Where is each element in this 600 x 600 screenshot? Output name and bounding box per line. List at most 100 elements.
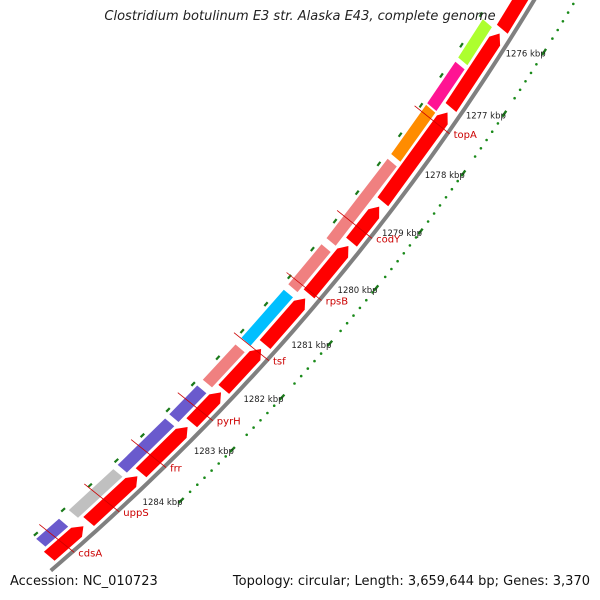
- minor-dot: [496, 122, 500, 125]
- inner-tick: [139, 432, 145, 438]
- inner-tick: [60, 507, 66, 513]
- leader-line: [336, 210, 373, 239]
- inner-tick: [215, 355, 221, 361]
- minor-dot: [426, 220, 430, 223]
- tick-label: 1279 kbp: [382, 229, 422, 239]
- inner-tick: [459, 42, 464, 48]
- reverse-gene-segment: [241, 289, 293, 346]
- minor-dot: [450, 187, 454, 191]
- genome-backbone: [49, 0, 537, 573]
- tick-label: 1283 kbp: [194, 447, 234, 457]
- minor-dot: [188, 490, 192, 494]
- reverse-strand-track: [36, 19, 492, 547]
- gene-label-cdsA: cdsA: [78, 548, 102, 559]
- major-tick: [417, 227, 424, 235]
- gene-label-frr: frr: [170, 464, 182, 475]
- reverse-gene-segment: [458, 19, 492, 66]
- minor-dot: [217, 462, 220, 465]
- forward-gene-arrow: [445, 33, 501, 112]
- minor-dot: [513, 96, 516, 100]
- minor-dot: [396, 259, 399, 263]
- inner-tick-marks: [33, 11, 484, 537]
- tick-label: 1276 kbp: [506, 50, 546, 60]
- major-tick: [229, 446, 236, 453]
- minor-dot: [572, 2, 575, 6]
- minor-dot: [551, 37, 554, 40]
- inner-tick: [397, 132, 403, 138]
- minor-dot: [196, 483, 199, 487]
- reverse-gene-segment: [36, 518, 69, 547]
- reverse-gene-segment: [391, 104, 436, 162]
- minor-dot: [245, 433, 248, 437]
- minor-dot: [345, 321, 349, 325]
- inner-tick: [439, 72, 444, 79]
- minor-dot: [444, 196, 448, 199]
- tick-label: 1278 kbp: [425, 171, 465, 181]
- leader-line: [233, 332, 270, 362]
- forward-gene-arrow: [135, 427, 188, 478]
- major-tick: [541, 48, 548, 56]
- minor-dot: [210, 469, 213, 472]
- minor-dot: [365, 298, 368, 302]
- forward-gene-arrow: [303, 246, 349, 299]
- major-tick: [278, 393, 286, 401]
- minor-dot: [319, 352, 323, 355]
- inner-tick: [190, 381, 196, 387]
- minor-dot: [203, 476, 206, 480]
- minor-dot: [432, 212, 436, 215]
- minor-dot: [490, 130, 494, 133]
- minor-dot: [408, 244, 412, 247]
- inner-tick: [239, 328, 245, 334]
- minor-dot: [383, 275, 387, 279]
- inner-tick: [310, 246, 315, 252]
- minor-dot: [456, 179, 460, 183]
- backbone-line: [49, 0, 537, 573]
- tick-label: 1280 kbp: [338, 286, 378, 296]
- tick-label: 1281 kbp: [291, 341, 331, 351]
- reverse-gene-segment: [117, 418, 175, 473]
- forward-gene-arrow: [218, 349, 262, 394]
- gene-label-pyrH: pyrH: [217, 417, 241, 428]
- inner-tick: [354, 190, 360, 196]
- minor-dot: [485, 138, 488, 142]
- major-tick: [460, 169, 467, 177]
- minor-dot: [293, 382, 296, 385]
- forward-gene-arrow: [346, 206, 380, 247]
- minor-dot: [524, 80, 527, 83]
- inner-tick: [87, 482, 93, 488]
- minor-dot: [371, 291, 374, 294]
- minor-tick-dots: [188, 2, 575, 494]
- minor-dot: [339, 329, 342, 333]
- minor-dot: [529, 71, 533, 75]
- reverse-gene-segment: [326, 158, 397, 246]
- minor-dot: [358, 306, 362, 310]
- minor-dot: [535, 63, 538, 66]
- minor-dot: [438, 204, 442, 207]
- minor-dot: [561, 20, 565, 23]
- forward-gene-arrow: [496, 0, 529, 34]
- minor-dot: [390, 267, 393, 271]
- minor-dot: [272, 404, 276, 408]
- inner-tick: [418, 102, 424, 108]
- inner-tick: [263, 301, 269, 307]
- tick-label: 1277 kbp: [466, 111, 506, 121]
- scale-ticks: 1276 kbp 1277 kbp 1278 kbp 1279 kbp 1280 kbp…: [143, 48, 548, 508]
- gene-label-rpsB: rpsB: [326, 297, 349, 308]
- minor-dot: [352, 314, 355, 317]
- gene-label-codY: codY: [376, 234, 401, 245]
- inner-tick: [332, 218, 338, 224]
- gene-label-tsf: tsf: [273, 357, 286, 368]
- major-tick: [501, 110, 508, 118]
- minor-dot: [306, 367, 310, 370]
- minor-dot: [473, 155, 477, 158]
- major-tick: [372, 284, 380, 292]
- leader-line: [130, 439, 167, 468]
- minor-dot: [479, 147, 483, 150]
- minor-dot: [313, 359, 316, 363]
- minor-dot: [224, 455, 227, 458]
- forward-gene-arrow: [259, 298, 306, 349]
- minor-dot: [252, 426, 255, 429]
- minor-dot: [566, 11, 570, 14]
- leader-line: [286, 272, 322, 301]
